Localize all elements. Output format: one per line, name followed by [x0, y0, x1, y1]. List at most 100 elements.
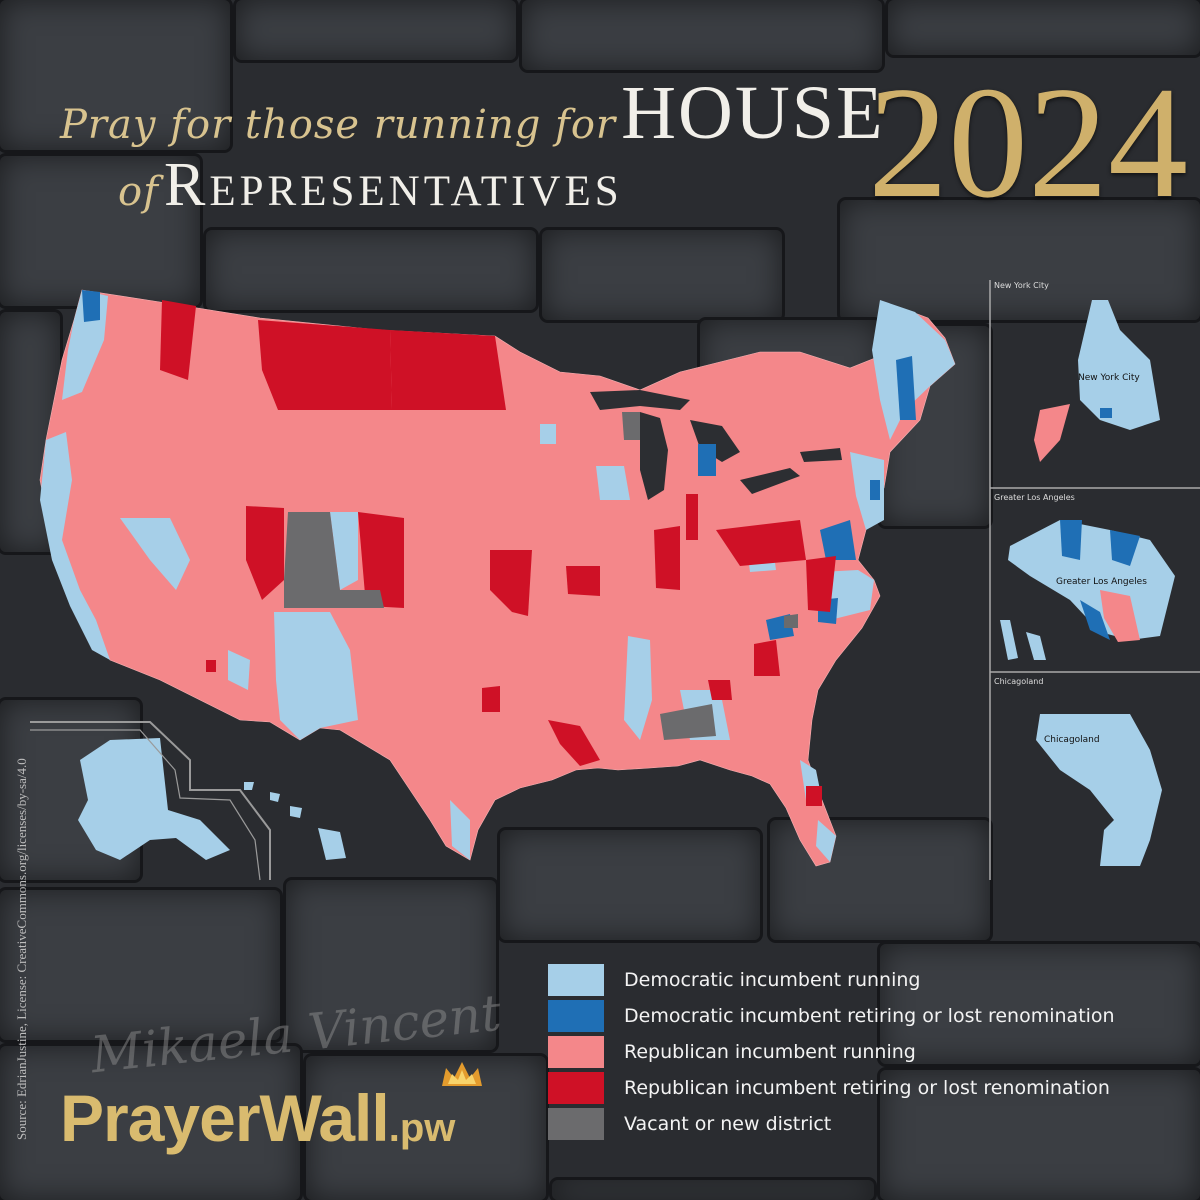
inset-frames — [989, 280, 1200, 880]
title-representatives: Representatives — [163, 151, 623, 219]
legend-swatch — [548, 1000, 604, 1032]
inset-frame-label-la: Greater Los Angeles — [994, 493, 1075, 502]
la-dem-retiring — [1080, 600, 1110, 640]
hawaii-island — [318, 828, 346, 860]
legend-label: Democratic incumbent retiring or lost re… — [624, 1005, 1115, 1027]
inset-chicago — [1036, 714, 1162, 866]
legend-label: Vacant or new district — [624, 1113, 832, 1135]
district-region — [566, 566, 600, 596]
district-region — [686, 494, 698, 540]
district-region — [358, 512, 404, 608]
district-region — [624, 636, 652, 740]
district-region — [246, 506, 284, 600]
legend-label: Democratic incumbent running — [624, 969, 921, 991]
contiguous-us — [39, 289, 956, 867]
title-house: HOUSE — [621, 71, 885, 155]
district-region — [120, 518, 190, 590]
legend-item: Democratic incumbent retiring or lost re… — [548, 998, 1115, 1034]
legend-label: Republican incumbent running — [624, 1041, 916, 1063]
district-region — [896, 356, 916, 420]
inset-frame-label-nyc: New York City — [994, 281, 1049, 290]
lake-huron — [690, 420, 740, 462]
legend-swatch — [548, 964, 604, 996]
district-region — [490, 550, 532, 616]
rep-retiring-regions — [160, 300, 836, 806]
district-region — [654, 526, 680, 590]
legend-item: Republican incumbent running — [548, 1034, 1115, 1070]
district-region — [228, 650, 250, 690]
district-region — [274, 612, 358, 740]
legend-label: Republican incumbent retiring or lost re… — [624, 1077, 1110, 1099]
inset-los-angeles — [1000, 520, 1175, 660]
inset-label-la: Greater Los Angeles — [1056, 577, 1147, 587]
dem-running-regions — [40, 290, 955, 862]
legend-swatch — [548, 1036, 604, 1068]
district-region — [258, 320, 392, 410]
lake-superior — [590, 390, 690, 410]
inset-connector-line — [30, 721, 271, 880]
district-region — [540, 424, 556, 444]
brand-logo: PrayerWall.pw — [60, 1062, 482, 1156]
district-region — [820, 520, 856, 560]
nyc-staten-island — [1034, 404, 1070, 462]
lake-erie — [740, 468, 800, 494]
title-year: 2024 — [868, 53, 1188, 231]
inset-connector-line — [30, 729, 261, 881]
brand-main: PrayerWall — [60, 1081, 390, 1155]
source-credit: Source: EdrianJustine, License: Creative… — [14, 758, 29, 1140]
district-region — [548, 720, 600, 766]
lake-michigan — [640, 412, 668, 500]
map-legend: Democratic incumbent running Democratic … — [548, 962, 1115, 1142]
hawaii-island — [244, 782, 254, 790]
district-region — [284, 512, 384, 608]
brand-suffix: .pw — [388, 1106, 456, 1150]
district-region — [660, 704, 716, 740]
legend-item: Democratic incumbent running — [548, 962, 1115, 998]
nyc-dem-retiring — [1100, 408, 1112, 418]
district-region — [716, 520, 806, 566]
inset-new-york — [1034, 300, 1160, 462]
nyc-shape — [1078, 300, 1160, 430]
dem-retiring-regions — [82, 290, 916, 640]
district-region — [850, 452, 884, 530]
district-region — [330, 512, 358, 590]
district-region — [872, 300, 955, 440]
hawaii-map — [244, 782, 346, 860]
district-region — [806, 556, 836, 612]
district-region — [206, 660, 216, 672]
inset-frame-label-chicago: Chicagoland — [994, 677, 1043, 686]
district-region — [806, 786, 822, 806]
legend-swatch — [548, 1108, 604, 1140]
district-region — [708, 680, 732, 700]
hawaii-island — [270, 792, 280, 802]
la-dem-retiring — [1110, 530, 1140, 566]
district-region — [160, 300, 196, 380]
district-region — [784, 614, 798, 628]
district-region — [82, 290, 100, 322]
district-region — [596, 466, 630, 500]
lake-ontario — [800, 448, 842, 462]
title-line-2: of Representatives — [118, 150, 623, 221]
title-script: Pray for those running for — [60, 102, 617, 148]
inset-label-nyc: New York City — [1078, 373, 1140, 383]
alaska-map — [78, 738, 230, 860]
hawaii-island — [290, 806, 302, 818]
district-region — [816, 820, 836, 862]
district-region — [870, 480, 880, 500]
district-region — [482, 686, 500, 712]
district-region — [622, 412, 640, 440]
district-region — [754, 640, 780, 676]
inset-label-chicago: Chicagoland — [1044, 735, 1100, 745]
vacant-regions — [284, 412, 798, 740]
la-rep-running — [1100, 590, 1140, 642]
district-region — [698, 444, 716, 476]
district-region — [40, 432, 110, 660]
legend-item: Republican incumbent retiring or lost re… — [548, 1070, 1115, 1106]
title-of: of — [118, 169, 159, 215]
us-house-map: New York City New York City Greater Los … — [30, 280, 1200, 881]
la-island — [1000, 620, 1018, 660]
legend-item: Vacant or new district — [548, 1106, 1115, 1142]
district-region — [450, 800, 470, 860]
district-region — [390, 330, 506, 410]
legend-swatch — [548, 1072, 604, 1104]
